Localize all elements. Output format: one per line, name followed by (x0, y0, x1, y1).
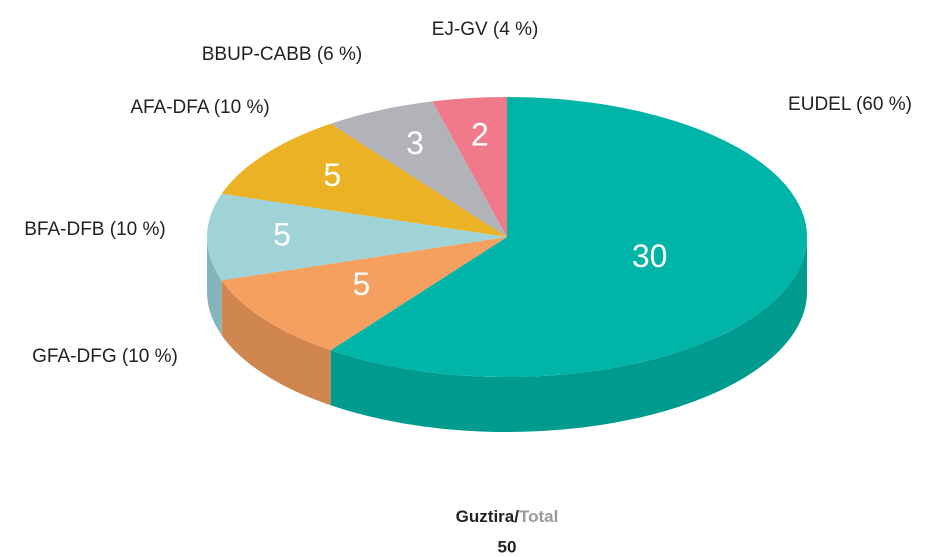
category-label: BFA-DFB (10 %) (24, 219, 165, 240)
category-label: BBUP-CABB (6 %) (202, 44, 362, 65)
value-label: 2 (471, 116, 489, 152)
slice (330, 101, 507, 237)
slice (207, 193, 508, 281)
slice-side (221, 280, 331, 406)
category-label: EJ-GV (4 %) (432, 19, 539, 40)
slice (330, 97, 807, 377)
total-label-en: Total (519, 507, 558, 526)
slice (221, 237, 507, 351)
value-label: 5 (273, 216, 291, 252)
category-label: EUDEL (60 %) (788, 94, 912, 115)
value-label: 3 (406, 125, 424, 161)
total-label: Guztira/Total (456, 507, 559, 526)
total-value: 50 (498, 537, 517, 556)
category-label: AFA-DFA (10 %) (130, 97, 269, 118)
slice-side (330, 237, 807, 432)
slice (432, 97, 507, 237)
total-label-eu: Guztira/ (456, 507, 520, 526)
value-label: 30 (632, 238, 668, 274)
slice (221, 123, 507, 237)
category-label: GFA-DFG (10 %) (32, 346, 178, 367)
value-label: 5 (323, 157, 341, 193)
slice-side (207, 237, 222, 336)
value-label: 5 (352, 266, 370, 302)
